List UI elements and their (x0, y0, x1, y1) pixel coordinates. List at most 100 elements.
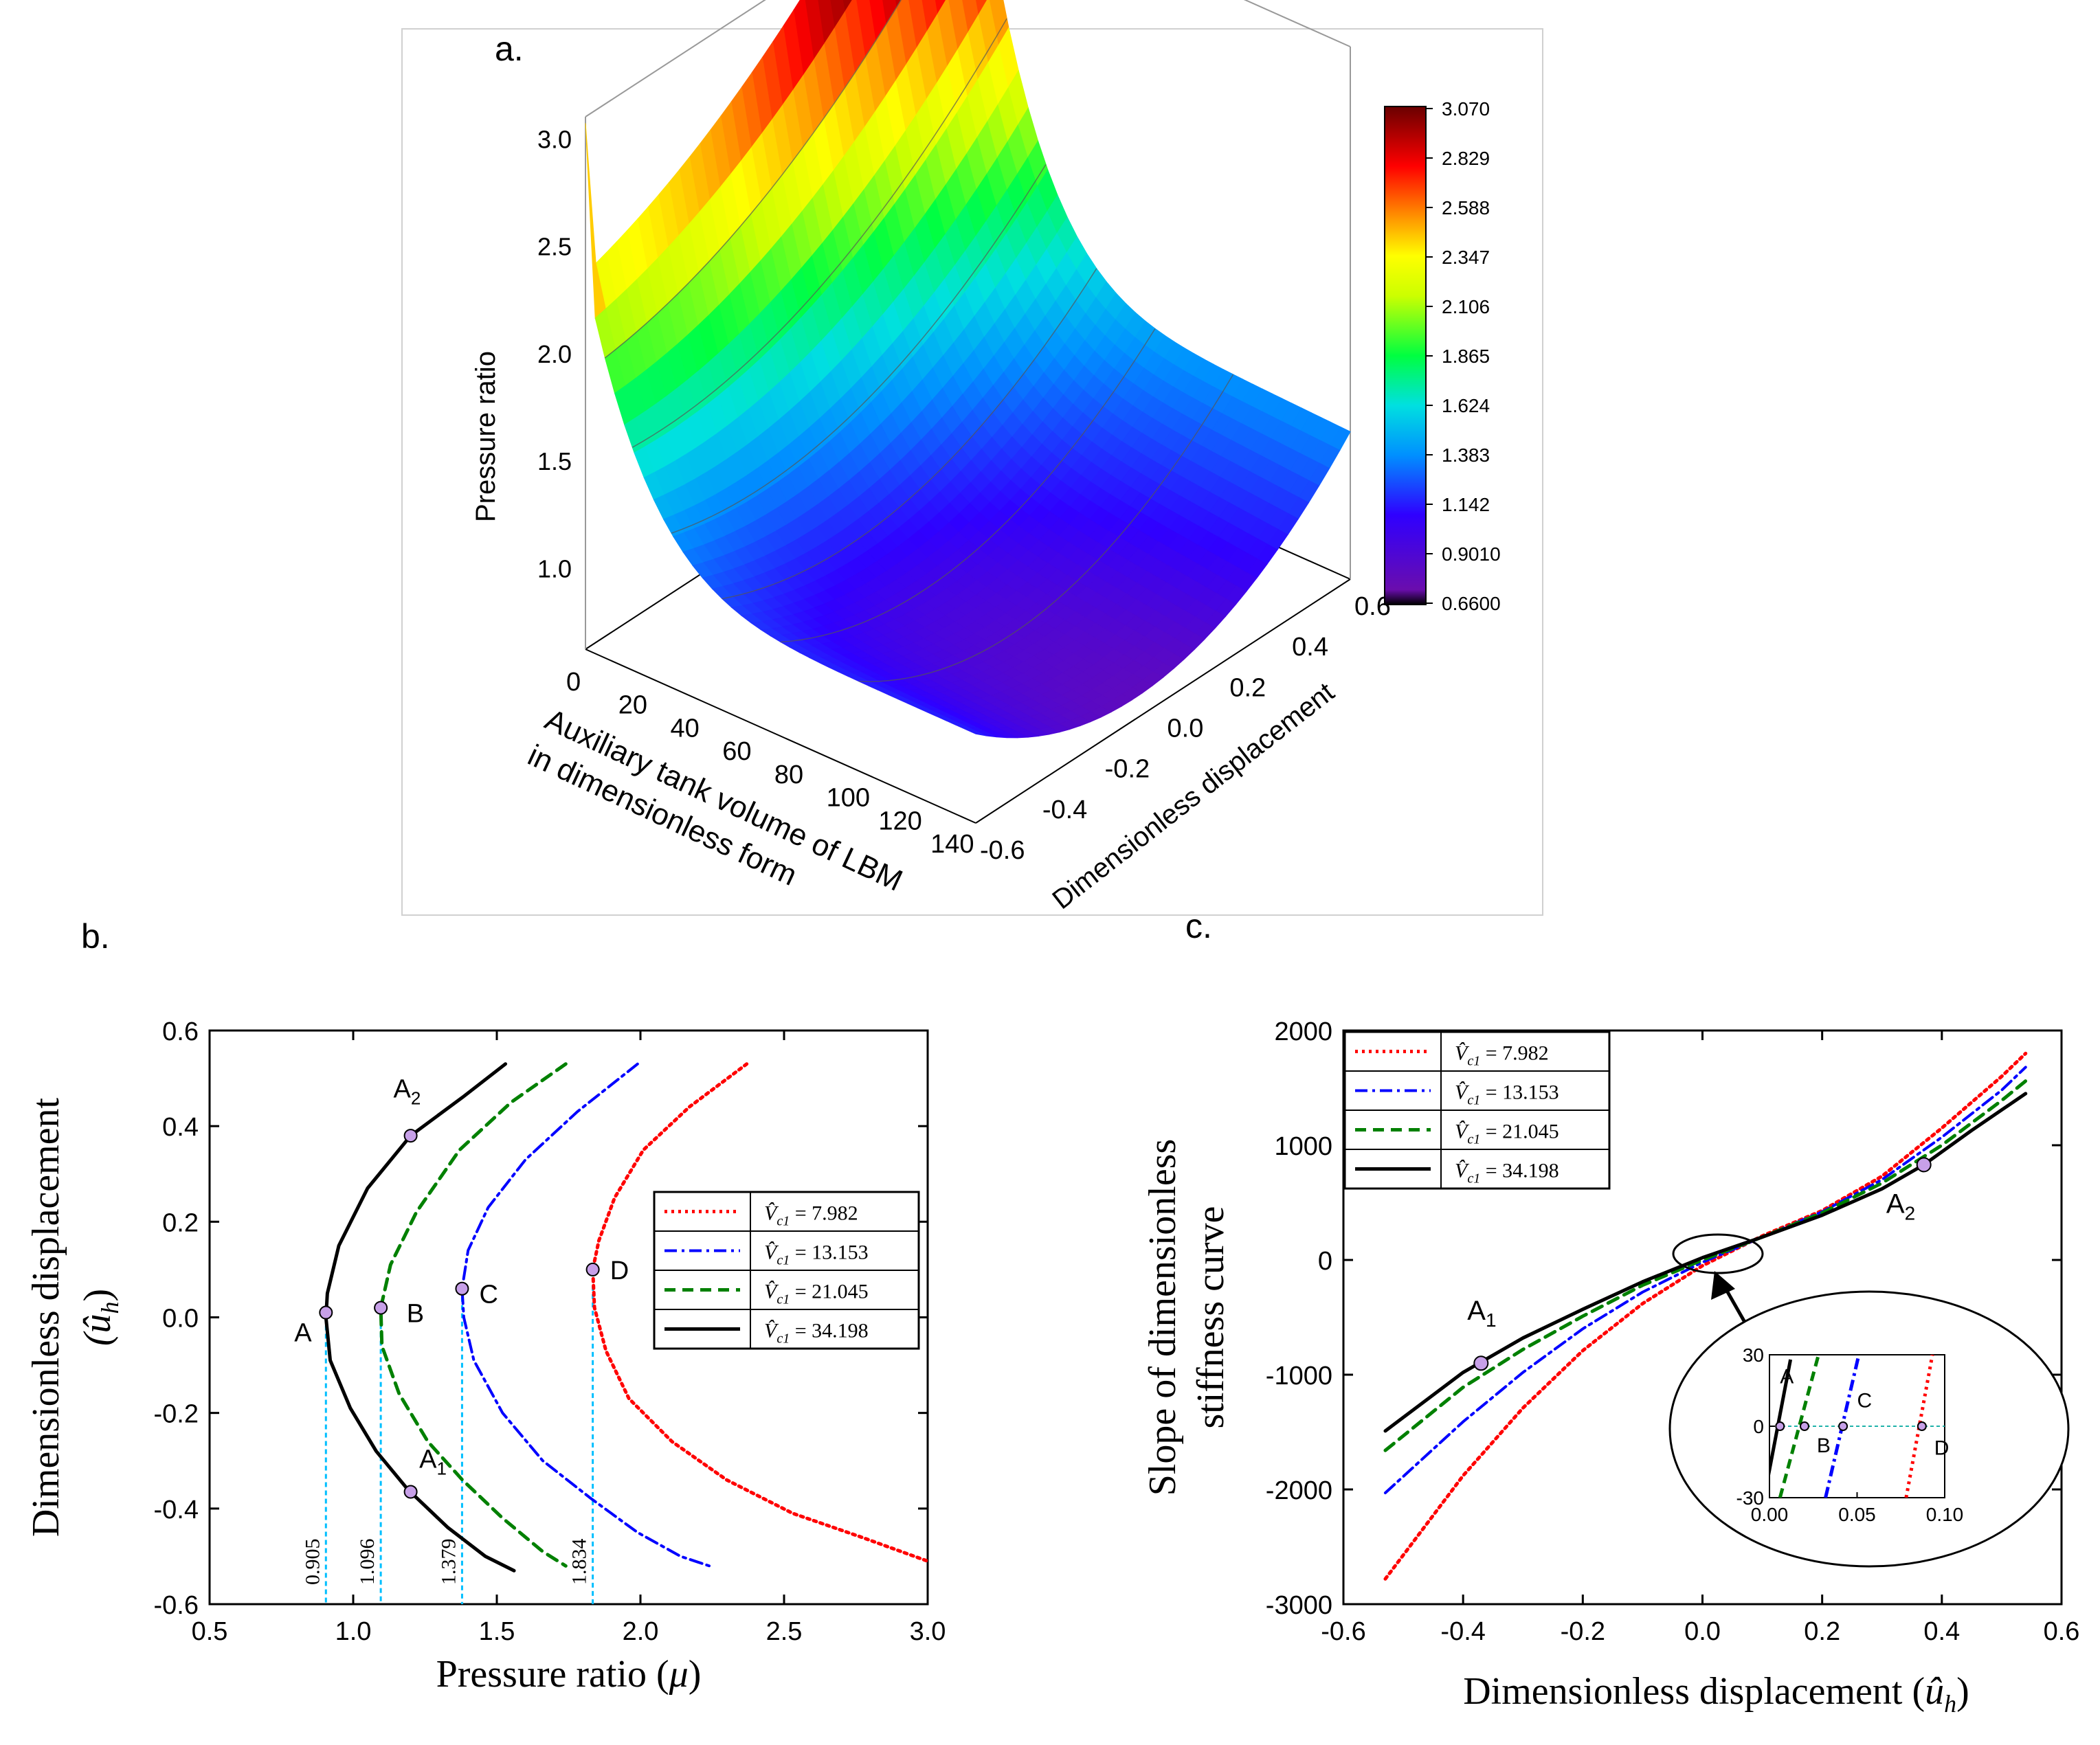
z-tick-label: 1.5 (537, 447, 572, 475)
inset-y-tick-label: 30 (1743, 1344, 1764, 1366)
marker-label: C (480, 1281, 498, 1309)
x-tick-label: -0.6 (1321, 1617, 1365, 1646)
y-tick-label: 2000 (1274, 1017, 1332, 1046)
panel-b: b. 0.5 1.0 1.5 2.0 2.5 3.0-0.6-0.4-0.20.00.20… (25, 917, 946, 1696)
marker-point (1473, 1355, 1489, 1371)
inset-y-tick-label: 0 (1753, 1416, 1764, 1437)
surface-axes-ticks: 1.0 1.5 2.0 2.5 3.0 0 20 40 60 80 100 120 140 -0.6 -0.… (537, 125, 1391, 865)
x-tick-label: 0 (566, 668, 581, 697)
z-tick-label: 2.0 (537, 340, 572, 368)
surface-mesh (585, 0, 1351, 739)
surface-contour (604, 0, 902, 359)
x-tick-label: 20 (618, 691, 647, 720)
marker-label: A2 (1886, 1189, 1915, 1224)
zoom-arrow-head (1711, 1271, 1735, 1300)
zoom-region-ellipse (1672, 1233, 1764, 1274)
surface-cell (934, 0, 947, 16)
x-tick-label: 40 (670, 714, 699, 743)
x-tick-label: 60 (722, 737, 751, 766)
inset-x-tick-label: 0.05 (1838, 1504, 1876, 1525)
series-line (379, 1062, 568, 1568)
y-axis-label-line2: (ûh) (76, 1289, 124, 1346)
y-axis-label-line1: Slope of dimensionless (1141, 1139, 1184, 1496)
x-tick-label: 0.2 (1804, 1617, 1840, 1646)
colorbar: 3.070 2.829 2.588 2.347 2.106 1.865 1.624 1.383… (1384, 98, 1501, 614)
chart-b: 0.5 1.0 1.5 2.0 2.5 3.0 -0.6 -0.4 -0.2 0.0 0.2 0.4 0… (25, 1017, 946, 1696)
y-tick-label: 0.4 (1292, 633, 1328, 662)
marker-label: D (610, 1257, 629, 1285)
series-line (324, 1062, 516, 1573)
x-tick-label: 0.6 (2044, 1617, 2080, 1646)
series-line (591, 1062, 928, 1563)
y-tick-label: -0.4 (154, 1496, 199, 1524)
panel-label-a: a. (495, 30, 524, 68)
inset-marker-label: B (1817, 1434, 1831, 1457)
legend-label: V̂c1 = 21.045 (1455, 1121, 1559, 1147)
marker-point (319, 1305, 333, 1320)
panel-c: c. -0.6 -0.4 -0.2 0.0 0.2 0.4 0.6-3000-2000-10… (1141, 907, 2079, 1718)
x-tick-label: 2.5 (766, 1617, 803, 1646)
x-tick-label: 1.5 (479, 1617, 515, 1646)
guide-value-label: 1.096 (356, 1539, 379, 1586)
marker-point (374, 1301, 388, 1315)
y-tick-label: -0.2 (154, 1400, 199, 1429)
inset-marker-point (1917, 1421, 1927, 1431)
y-tick-label: 0.6 (162, 1017, 199, 1046)
marker-point (585, 1262, 600, 1276)
z-tick-label: 2.5 (537, 233, 572, 261)
panel-label-b: b. (81, 917, 110, 956)
marker-point (403, 1129, 418, 1143)
legend: V̂c1 = 7.982 V̂c1 = 13.153 V̂c1 = 21.045 V̂… (653, 1191, 920, 1350)
inset-ellipse (1668, 1290, 2070, 1568)
y-tick-label: -0.2 (1105, 755, 1150, 784)
colorbar-tick-label: 2.347 (1442, 247, 1490, 268)
y-tick-label: 0 (1318, 1247, 1332, 1276)
colorbar-gradient (1384, 106, 1427, 605)
marker-label: A (294, 1318, 312, 1347)
box-edge (1243, 0, 1351, 47)
legend-label: V̂c1 = 21.045 (764, 1281, 869, 1307)
y-tick-label: -0.6 (154, 1591, 199, 1620)
inset-marker-point (1800, 1421, 1809, 1431)
colorbar-tick-label: 0.9010 (1442, 543, 1501, 565)
surface-contour (722, 268, 1097, 600)
legend-label: V̂c1 = 7.982 (764, 1202, 858, 1229)
inset-x-tick-label: 0.00 (1751, 1504, 1789, 1525)
x-axis-label: Dimensionless displacement (ûh) (1463, 1670, 1969, 1718)
marker-point (455, 1281, 469, 1296)
inset-y-tick-label: -30 (1736, 1487, 1764, 1509)
inset-marker-label: A (1780, 1366, 1794, 1388)
x-tick-label: 140 (930, 830, 974, 859)
marker-label: B (407, 1299, 424, 1328)
x-tick-label: -0.2 (1561, 1617, 1605, 1646)
inset-chart: A B C D 0.00 0.05 0.10 -30 0 30 (1736, 1344, 1964, 1525)
x-tick-label: 0.4 (1923, 1617, 1960, 1646)
inset-marker-label: D (1934, 1437, 1950, 1460)
surface-contour (780, 328, 1156, 643)
panel-label-c: c. (1185, 907, 1212, 945)
y-tick-label: -2000 (1266, 1476, 1332, 1505)
x-tick-label: 0.0 (1684, 1617, 1721, 1646)
legend-label: V̂c1 = 34.198 (1455, 1160, 1559, 1186)
surface-contour (858, 374, 1234, 682)
y-tick-label: 0.0 (1168, 714, 1204, 743)
marker-label: A2 (394, 1074, 421, 1108)
x-tick-label: 120 (878, 807, 921, 835)
colorbar-tick-label: 1.142 (1442, 494, 1490, 515)
marker-label: A1 (419, 1445, 447, 1479)
colorbar-tick-label: 1.865 (1442, 346, 1490, 367)
inset-marker-point (1775, 1421, 1785, 1431)
surface-cell (974, 0, 988, 16)
x-tick-label: 2.0 (623, 1617, 659, 1646)
colorbar-tick-label: 2.106 (1442, 296, 1490, 317)
series-line (460, 1062, 711, 1568)
legend-label: V̂c1 = 13.153 (1455, 1081, 1559, 1108)
panel-a: a. 1.0 1.5 2.0 2.5 3.0 0 20 40 60 80 100 120 140 -0.6… (401, 0, 1543, 916)
surface-contour (671, 164, 1047, 534)
y-tick-label: -0.4 (1042, 796, 1087, 824)
inset-marker-point (1838, 1421, 1848, 1431)
guide-value-label: 1.834 (568, 1539, 591, 1586)
marker-label: A1 (1467, 1296, 1496, 1331)
z-tick-label: 1.0 (537, 554, 572, 583)
